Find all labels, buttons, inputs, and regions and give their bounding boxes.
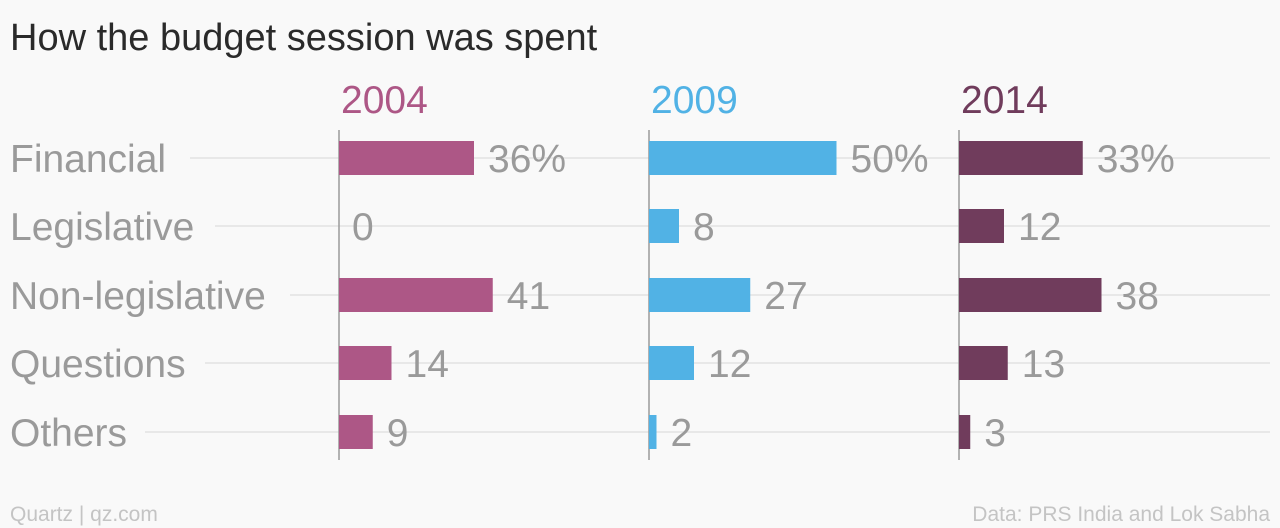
value-label-2014-others: 3 bbox=[984, 412, 1006, 455]
bar-2004-non-legislative bbox=[339, 278, 493, 312]
bar-2014-legislative bbox=[959, 209, 1004, 243]
category-label-legislative: Legislative bbox=[10, 206, 194, 249]
chart-title: How the budget session was spent bbox=[10, 17, 598, 59]
value-label-2009-questions: 12 bbox=[708, 343, 751, 386]
value-label-2014-financial: 33% bbox=[1097, 138, 1175, 181]
panel-title-2009: 2009 bbox=[651, 79, 738, 122]
bar-2004-financial bbox=[339, 141, 474, 175]
bar-2014-questions bbox=[959, 346, 1008, 380]
value-label-2009-others: 2 bbox=[671, 412, 693, 455]
value-label-2004-financial: 36% bbox=[488, 138, 566, 181]
value-label-2004-legislative: 0 bbox=[352, 206, 374, 249]
value-label-2009-non-legislative: 27 bbox=[764, 275, 807, 318]
panel-title-2004: 2004 bbox=[341, 79, 428, 122]
value-label-2004-non-legislative: 41 bbox=[507, 275, 550, 318]
footer-source-left: Quartz | qz.com bbox=[10, 503, 158, 526]
bar-2009-others bbox=[649, 415, 657, 449]
category-label-non-legislative: Non-legislative bbox=[10, 275, 266, 318]
bar-2014-non-legislative bbox=[959, 278, 1102, 312]
category-label-others: Others bbox=[10, 412, 127, 455]
bar-2009-financial bbox=[649, 141, 837, 175]
value-label-2004-others: 9 bbox=[387, 412, 409, 455]
value-label-2014-non-legislative: 38 bbox=[1116, 275, 1159, 318]
value-label-2004-questions: 14 bbox=[406, 343, 449, 386]
panel-title-2014: 2014 bbox=[961, 79, 1048, 122]
value-label-2009-financial: 50% bbox=[851, 138, 929, 181]
bar-2009-non-legislative bbox=[649, 278, 751, 312]
plot-area: Financial Legislative Non-legislative Quest… bbox=[10, 79, 1270, 460]
bar-2014-others bbox=[959, 415, 971, 449]
bar-2009-legislative bbox=[649, 209, 679, 243]
value-label-2014-legislative: 12 bbox=[1018, 206, 1061, 249]
value-label-2014-questions: 13 bbox=[1022, 343, 1065, 386]
footer-source-right: Data: PRS India and Lok Sabha bbox=[972, 503, 1270, 526]
bar-2004-others bbox=[339, 415, 373, 449]
category-label-financial: Financial bbox=[10, 138, 166, 181]
bar-2009-questions bbox=[649, 346, 694, 380]
value-label-2009-legislative: 8 bbox=[693, 206, 715, 249]
bar-2004-questions bbox=[339, 346, 392, 380]
category-label-questions: Questions bbox=[10, 343, 186, 386]
bar-2014-financial bbox=[959, 141, 1083, 175]
